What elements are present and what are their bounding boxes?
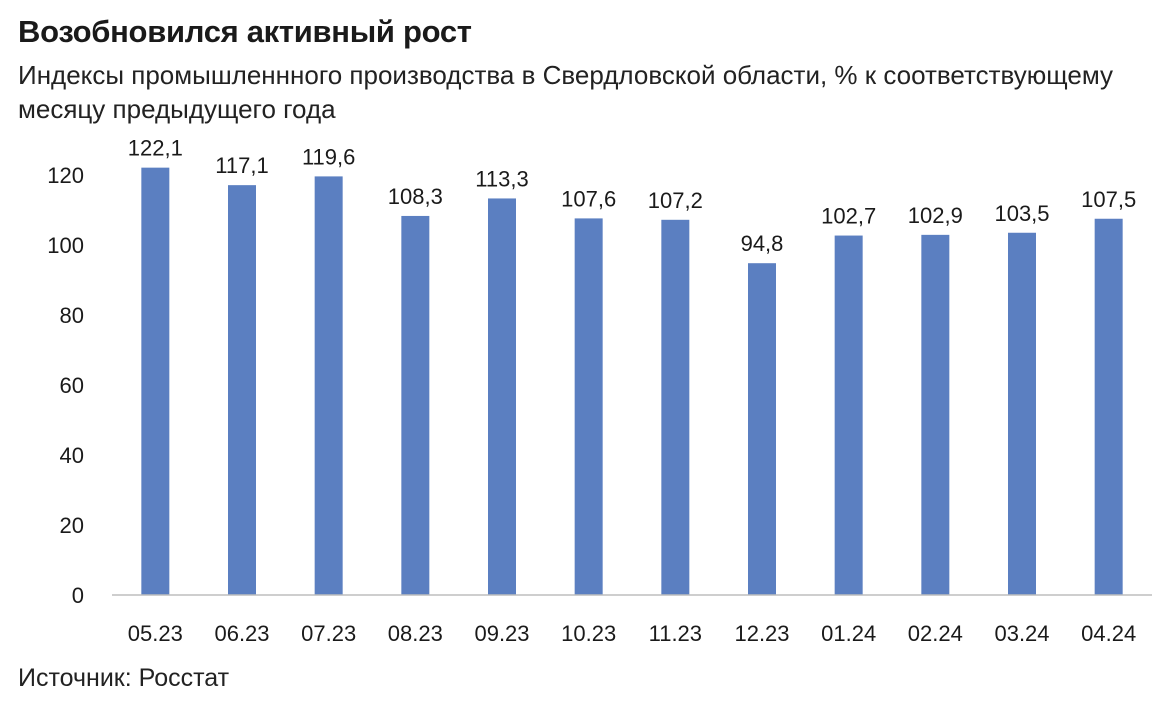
bar-value-label: 122,1 (128, 136, 183, 161)
bar-series (141, 167, 1123, 596)
bar (921, 234, 950, 595)
y-tick-label: 60 (60, 373, 84, 398)
bar (401, 215, 430, 595)
bar-value-label: 102,7 (821, 204, 876, 229)
x-tick-label: 10.23 (561, 621, 616, 646)
bar-value-label: 102,9 (908, 203, 963, 228)
bar-value-label: 107,6 (561, 186, 616, 211)
bar-value-label: 94,8 (741, 231, 784, 256)
x-tick-label: 08.23 (388, 621, 443, 646)
bar-value-label: 103,5 (994, 201, 1049, 226)
x-tick-label: 12.23 (734, 621, 789, 646)
x-tick-label: 03.24 (994, 621, 1049, 646)
bar (314, 176, 343, 595)
x-tick-label: 06.23 (214, 621, 269, 646)
x-tick-label: 07.23 (301, 621, 356, 646)
y-tick-label: 80 (60, 303, 84, 328)
bar-value-label: 119,6 (302, 144, 355, 169)
bar-value-label: 107,5 (1081, 187, 1136, 212)
source-note: Источник: Росстат (18, 664, 230, 692)
chart-subtitle: Индексы промышленнного производства в Св… (18, 60, 1114, 124)
x-axis-ticks: 05.23 06.23 07.23 08.23 09.23 10.23 11.23 12.23… (128, 621, 1136, 646)
bar (488, 198, 516, 595)
bar (661, 219, 690, 596)
x-tick-label: 09.23 (474, 621, 529, 646)
y-tick-label: 0 (72, 583, 84, 608)
bar (574, 218, 603, 595)
x-tick-label: 02.24 (908, 621, 963, 646)
x-tick-label: 01.24 (821, 621, 876, 646)
x-tick-label: 11.23 (649, 621, 702, 646)
y-axis-ticks: 0 20 40 60 80 100 120 (47, 163, 84, 608)
bar-value-label: 117,1 (215, 153, 268, 178)
y-tick-label: 20 (60, 513, 84, 538)
bar-value-label: 107,2 (648, 188, 703, 213)
chart-title: Возобновился активный рост (18, 14, 472, 49)
x-tick-label: 05.23 (128, 621, 183, 646)
y-tick-label: 120 (47, 163, 84, 188)
bar (228, 185, 256, 595)
data-labels: 122,1 117,1 119,6 108,3 113,3 107,6 107,2 94,8 1… (128, 136, 1136, 257)
x-tick-label: 04.24 (1081, 621, 1136, 646)
y-tick-label: 40 (60, 443, 84, 468)
bar-value-label: 108,3 (388, 184, 443, 209)
bar (748, 263, 776, 595)
bar (834, 235, 863, 596)
bar (1008, 232, 1036, 595)
y-tick-label: 100 (47, 233, 84, 258)
bar-value-label: 113,3 (475, 166, 528, 191)
bar (141, 167, 170, 595)
bar (1094, 218, 1123, 595)
